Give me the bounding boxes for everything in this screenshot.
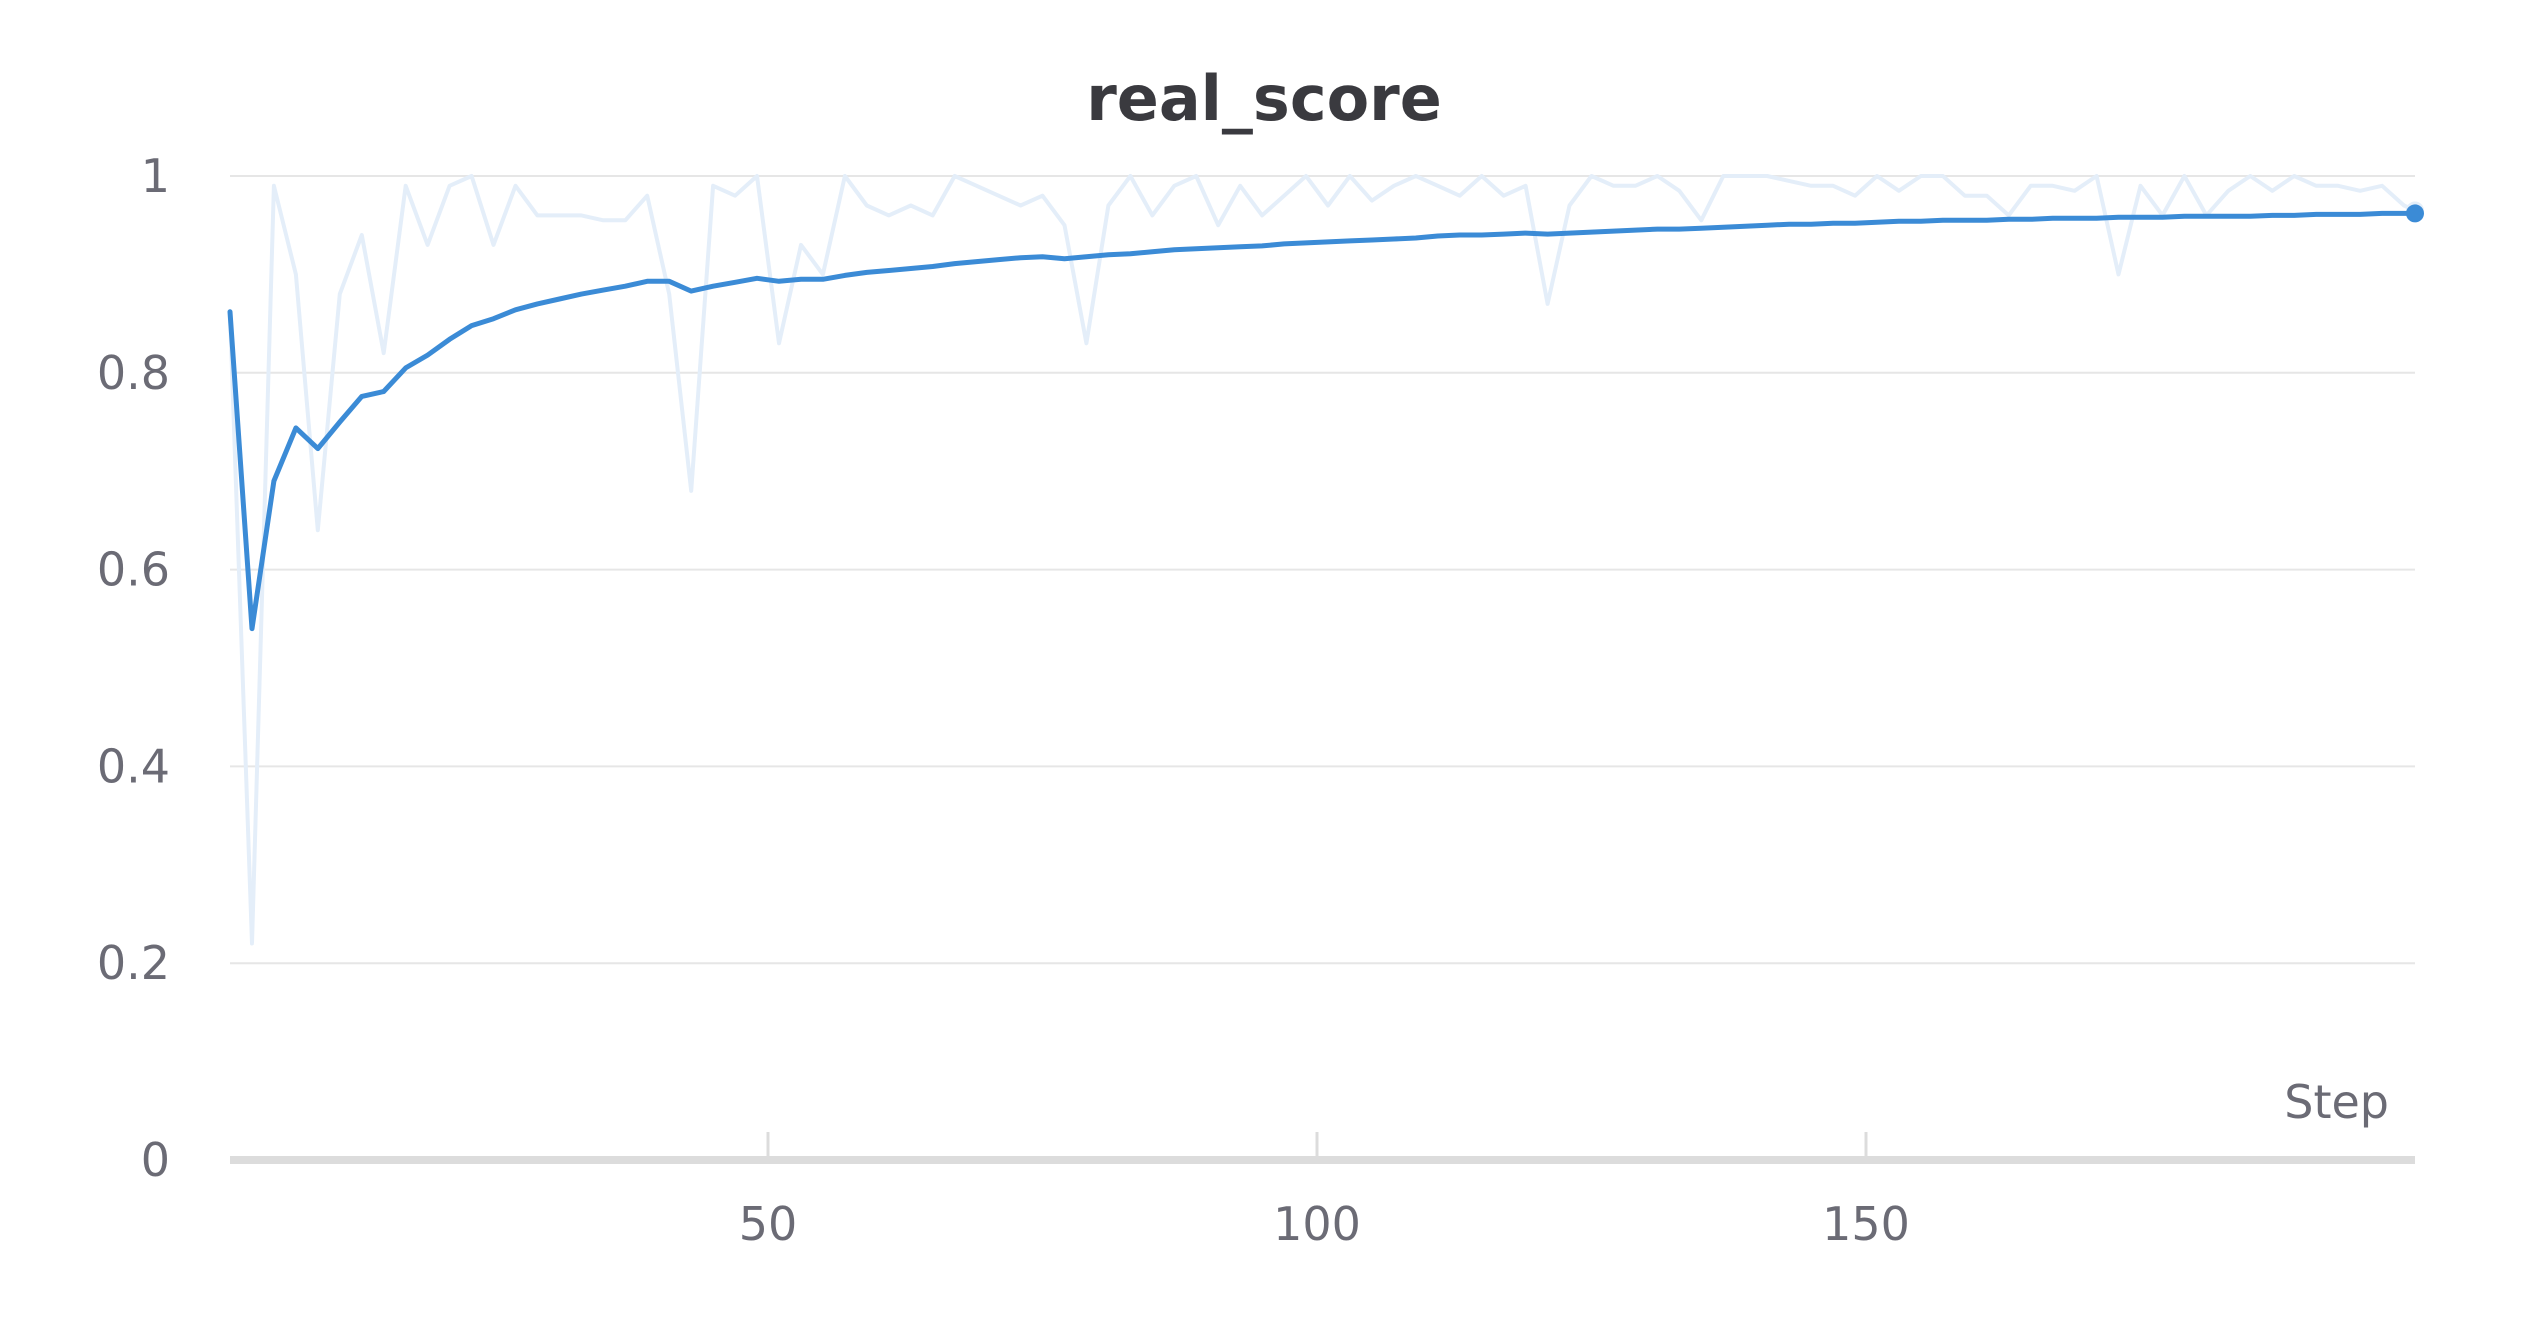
- y-tick-label: 0.4: [97, 739, 170, 793]
- x-tick-label: 50: [739, 1197, 798, 1251]
- x-axis: [230, 1132, 2415, 1164]
- x-tick-label: 150: [1822, 1197, 1910, 1251]
- raw-series-line: [228, 174, 2417, 946]
- y-tick-label: 0: [141, 1133, 170, 1187]
- y-tick-label: 0.6: [97, 543, 170, 597]
- y-tick-label: 0.2: [97, 936, 170, 990]
- raw-series: [228, 174, 2424, 946]
- grid-lines: [230, 175, 2415, 965]
- x-axis-title: Step: [2284, 1075, 2389, 1129]
- smoothed-series-endpoint: [2406, 204, 2424, 223]
- y-tick-label: 0.8: [97, 346, 170, 400]
- smoothed-series: [227, 204, 2424, 632]
- chart-title: real_score: [1086, 62, 1442, 135]
- smoothed-series-line: [227, 210, 2418, 632]
- y-tick-label: 1: [141, 149, 170, 203]
- x-tick-label: 100: [1273, 1197, 1361, 1251]
